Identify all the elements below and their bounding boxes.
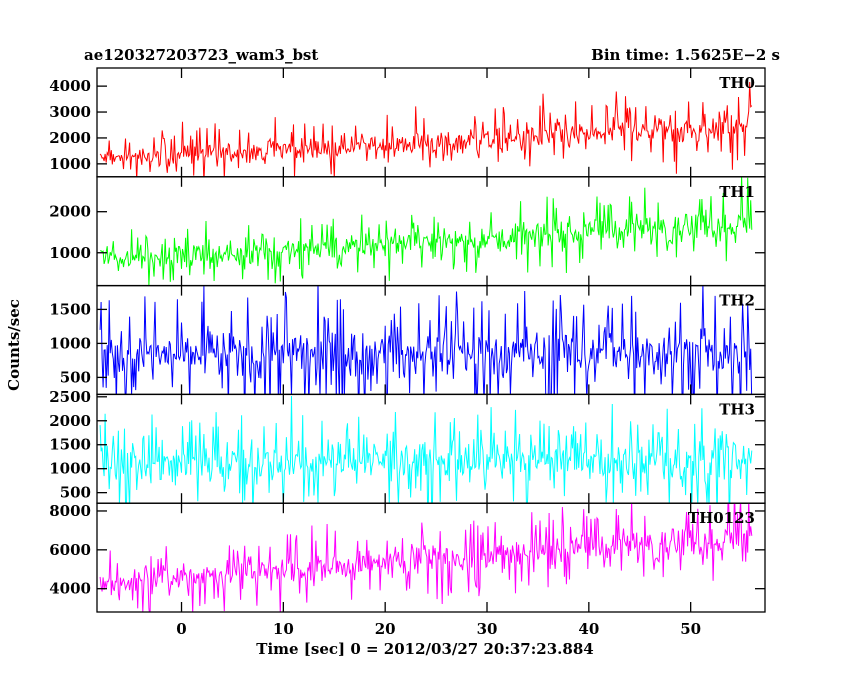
panel-th0: 1000 2000 3000 4000 TH0 — [49, 67, 766, 178]
x-tick-label: 40 — [578, 620, 599, 638]
panel-th3: 500 1000 1500 2000 2500 TH3 — [49, 388, 766, 504]
series-th2-trace — [99, 285, 753, 395]
y-axis-title: Counts/sec — [5, 299, 23, 391]
panel-label-th2: TH2 — [719, 292, 755, 310]
y-tick-label: 1000 — [49, 334, 91, 352]
panel-th0123: 4000 6000 8000 TH0123 — [49, 502, 766, 613]
y-tick-label: 500 — [60, 484, 91, 502]
panel-label-th0123: TH0123 — [688, 509, 755, 527]
y-tick-label: 1000 — [49, 155, 91, 173]
y-tick-label: 2000 — [49, 412, 91, 430]
y-tick-label: 4000 — [49, 580, 91, 598]
x-tick-label: 0 — [176, 620, 186, 638]
y-tick-label: 8000 — [49, 502, 91, 520]
panel-frame — [96, 67, 766, 178]
series-th1-trace — [100, 176, 753, 286]
y-tick-label: 6000 — [49, 541, 91, 559]
panel-th1: 1000 2000 TH1 — [49, 176, 766, 287]
panel-label-th0: TH0 — [719, 74, 755, 92]
y-tick-label: 1000 — [49, 244, 91, 262]
panels-group: 1000 2000 3000 4000 TH0 1000 2000 TH1 500 1000 150… — [49, 67, 766, 613]
y-tick-label: 2000 — [49, 129, 91, 147]
panel-label-th1: TH1 — [719, 183, 755, 201]
y-tick-label: 2000 — [49, 203, 91, 221]
x-axis-title: Time [sec] 0 = 2012/03/27 20:37:23.884 — [256, 640, 593, 658]
x-tick-label: 20 — [375, 620, 396, 638]
observation-id-label: ae120327203723_wam3_bst — [84, 46, 318, 64]
y-tick-label: 1500 — [49, 436, 91, 454]
y-tick-label: 2500 — [49, 388, 91, 406]
series-th0-trace — [99, 81, 753, 177]
y-tick-label: 500 — [60, 368, 91, 386]
y-tick-label: 3000 — [49, 103, 91, 121]
x-tick-label: 30 — [477, 620, 498, 638]
panel-frame — [96, 176, 766, 287]
x-tick-label: 50 — [680, 620, 701, 638]
bin-time-label: Bin time: 1.5625E−2 s — [591, 46, 780, 64]
x-axis: 0 10 20 30 40 50 — [176, 620, 701, 638]
panel-th2: 500 1000 1500 TH2 — [49, 284, 766, 396]
y-tick-label: 1000 — [49, 460, 91, 478]
y-tick-label: 1500 — [49, 300, 91, 318]
series-th0123-trace — [99, 503, 753, 613]
panel-frame — [96, 502, 766, 613]
panel-label-th3: TH3 — [719, 400, 755, 418]
series-th3-trace — [99, 395, 753, 504]
x-tick-label: 10 — [273, 620, 294, 638]
y-tick-label: 4000 — [49, 77, 91, 95]
